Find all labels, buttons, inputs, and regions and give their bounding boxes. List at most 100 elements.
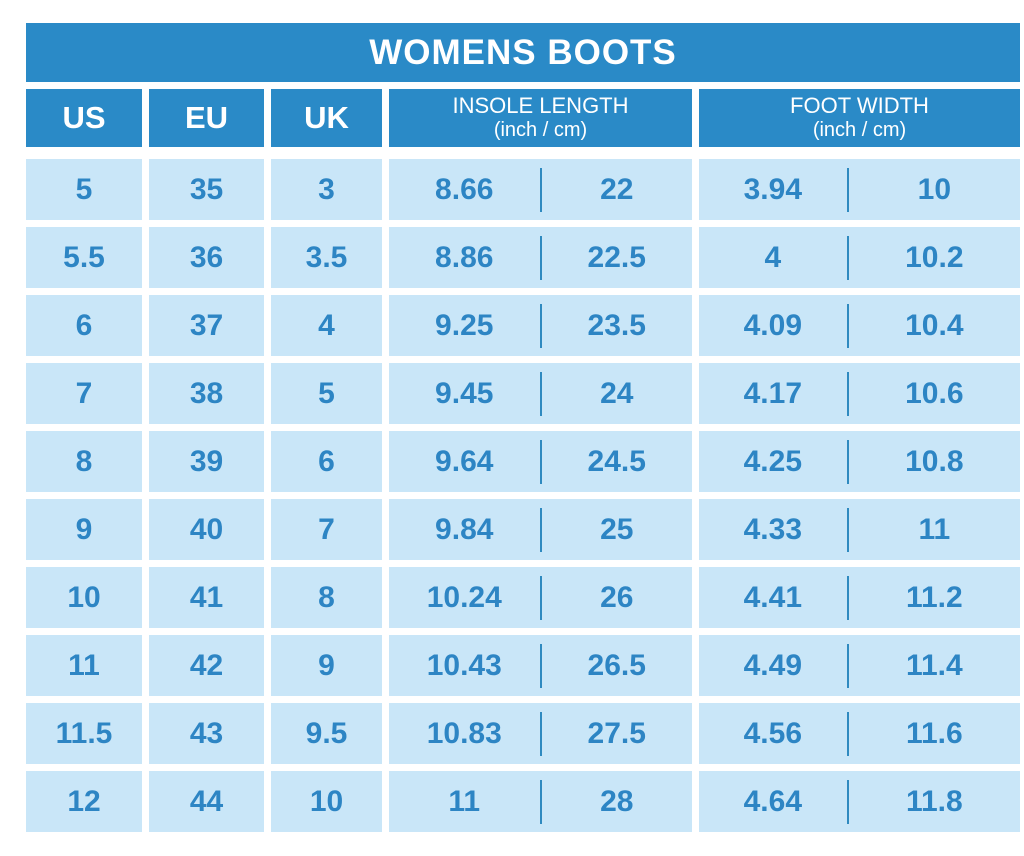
insole-cm-value: 24 (600, 376, 634, 410)
eu-size-cell: 37 (149, 295, 264, 356)
us-size-cell: 5.5 (26, 227, 142, 288)
insole-inch-value: 8.66 (435, 172, 494, 206)
insole-inch-value: 10.83 (426, 716, 502, 750)
foot-inch-value: 4.64 (743, 784, 803, 818)
table-row: 8 39 6 9.64 24.5 4.25 10.8 (26, 431, 1020, 492)
unit-divider (846, 779, 849, 824)
unit-divider (846, 575, 849, 620)
uk-size-cell: 5 (271, 363, 382, 424)
foot-width-cell: 4.56 11.6 (699, 703, 1020, 764)
unit-divider (846, 439, 849, 484)
foot-width-cell: 4.41 11.2 (699, 567, 1020, 628)
table-row: 5.5 36 3.5 8.86 22.5 4 10.2 (26, 227, 1020, 288)
header-uk-label: UK (304, 100, 349, 135)
insole-length-cell: 9.45 24 (389, 363, 692, 424)
table-header-row: US EU UK INSOLE LENGTH (inch / cm) FOOT … (26, 89, 1020, 147)
foot-inch-value: 4.56 (743, 716, 803, 750)
insole-cm-value: 28 (600, 784, 634, 818)
header-insole-label: INSOLE LENGTH (452, 93, 629, 119)
foot-cm-value: 11.4 (905, 648, 963, 682)
table-row: 5 35 3 8.66 22 3.94 10 (26, 159, 1020, 220)
foot-width-cell: 4.25 10.8 (699, 431, 1020, 492)
foot-inch-value: 4 (764, 240, 782, 274)
unit-divider (846, 371, 849, 416)
header-insole-length: INSOLE LENGTH (inch / cm) (389, 89, 692, 147)
unit-divider (539, 779, 542, 824)
table-row: 12 44 10 11 28 4.64 11.8 (26, 771, 1020, 832)
unit-divider (846, 711, 849, 756)
unit-divider (846, 643, 849, 688)
foot-cm-value: 10.8 (905, 444, 964, 478)
insole-inch-value: 9.25 (435, 308, 494, 342)
insole-length-cell: 8.66 22 (389, 159, 692, 220)
insole-inch-value: 10.43 (426, 648, 502, 682)
uk-size-cell: 9.5 (271, 703, 382, 764)
us-size-cell: 10 (26, 567, 142, 628)
unit-divider (846, 303, 849, 348)
insole-inch-value: 10.24 (426, 580, 502, 614)
header-foot-label: FOOT WIDTH (790, 93, 929, 119)
insole-cm-value: 24.5 (587, 444, 646, 478)
insole-length-cell: 9.25 23.5 (389, 295, 692, 356)
foot-inch-value: 4.41 (743, 580, 803, 614)
foot-width-cell: 4.64 11.8 (699, 771, 1020, 832)
uk-size-cell: 10 (271, 771, 382, 832)
header-uk: UK (271, 89, 382, 147)
table-row: 6 37 4 9.25 23.5 4.09 10.4 (26, 295, 1020, 356)
foot-cm-value: 10.2 (905, 240, 964, 274)
foot-width-cell: 4.33 11 (699, 499, 1020, 560)
insole-length-cell: 9.84 25 (389, 499, 692, 560)
insole-length-cell: 9.64 24.5 (389, 431, 692, 492)
unit-divider (539, 507, 542, 552)
header-insole-units: (inch / cm) (493, 119, 588, 142)
insole-cm-value: 26.5 (587, 648, 646, 682)
insole-cm-value: 23.5 (587, 308, 646, 342)
foot-inch-value: 4.49 (743, 648, 803, 682)
insole-cm-value: 25 (600, 512, 634, 546)
eu-size-cell: 41 (149, 567, 264, 628)
insole-cm-value: 22 (600, 172, 634, 206)
insole-inch-value: 9.64 (435, 444, 494, 478)
header-eu-label: EU (184, 100, 229, 135)
insole-inch-value: 11 (448, 784, 481, 818)
header-us-label: US (62, 100, 106, 135)
insole-length-cell: 8.86 22.5 (389, 227, 692, 288)
eu-size-cell: 38 (149, 363, 264, 424)
foot-inch-value: 4.25 (743, 444, 803, 478)
eu-size-cell: 39 (149, 431, 264, 492)
eu-size-cell: 42 (149, 635, 264, 696)
uk-size-cell: 4 (271, 295, 382, 356)
table-row: 9 40 7 9.84 25 4.33 11 (26, 499, 1020, 560)
us-size-cell: 5 (26, 159, 142, 220)
insole-length-cell: 10.24 26 (389, 567, 692, 628)
foot-width-cell: 3.94 10 (699, 159, 1020, 220)
foot-cm-value: 11.8 (905, 784, 963, 818)
uk-size-cell: 6 (271, 431, 382, 492)
foot-cm-value: 10.6 (905, 376, 964, 410)
table-row: 7 38 5 9.45 24 4.17 10.6 (26, 363, 1020, 424)
foot-cm-value: 11.2 (905, 580, 963, 614)
unit-divider (846, 235, 849, 280)
chart-title: WOMENS BOOTS (26, 23, 1020, 82)
unit-divider (539, 575, 542, 620)
us-size-cell: 6 (26, 295, 142, 356)
us-size-cell: 11.5 (26, 703, 142, 764)
foot-inch-value: 4.09 (743, 308, 803, 342)
header-foot-width: FOOT WIDTH (inch / cm) (699, 89, 1020, 147)
unit-divider (539, 643, 542, 688)
us-size-cell: 11 (26, 635, 142, 696)
insole-cm-value: 22.5 (587, 240, 646, 274)
foot-width-cell: 4.17 10.6 (699, 363, 1020, 424)
eu-size-cell: 36 (149, 227, 264, 288)
header-foot-units: (inch / cm) (812, 119, 907, 142)
unit-divider (539, 303, 542, 348)
foot-inch-value: 3.94 (743, 172, 803, 206)
header-us: US (26, 89, 142, 147)
eu-size-cell: 43 (149, 703, 264, 764)
us-size-cell: 7 (26, 363, 142, 424)
eu-size-cell: 35 (149, 159, 264, 220)
insole-cm-value: 26 (600, 580, 634, 614)
insole-length-cell: 11 28 (389, 771, 692, 832)
unit-divider (539, 235, 542, 280)
uk-size-cell: 8 (271, 567, 382, 628)
